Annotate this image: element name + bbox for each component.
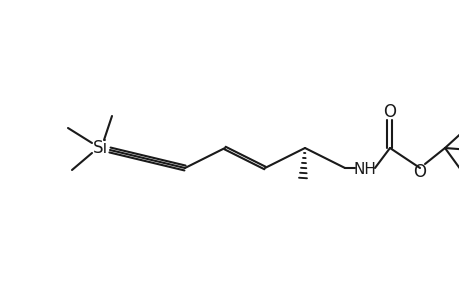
Text: Si: Si (92, 139, 107, 157)
Text: NH: NH (353, 163, 375, 178)
Text: O: O (383, 103, 396, 121)
Text: O: O (413, 163, 425, 181)
